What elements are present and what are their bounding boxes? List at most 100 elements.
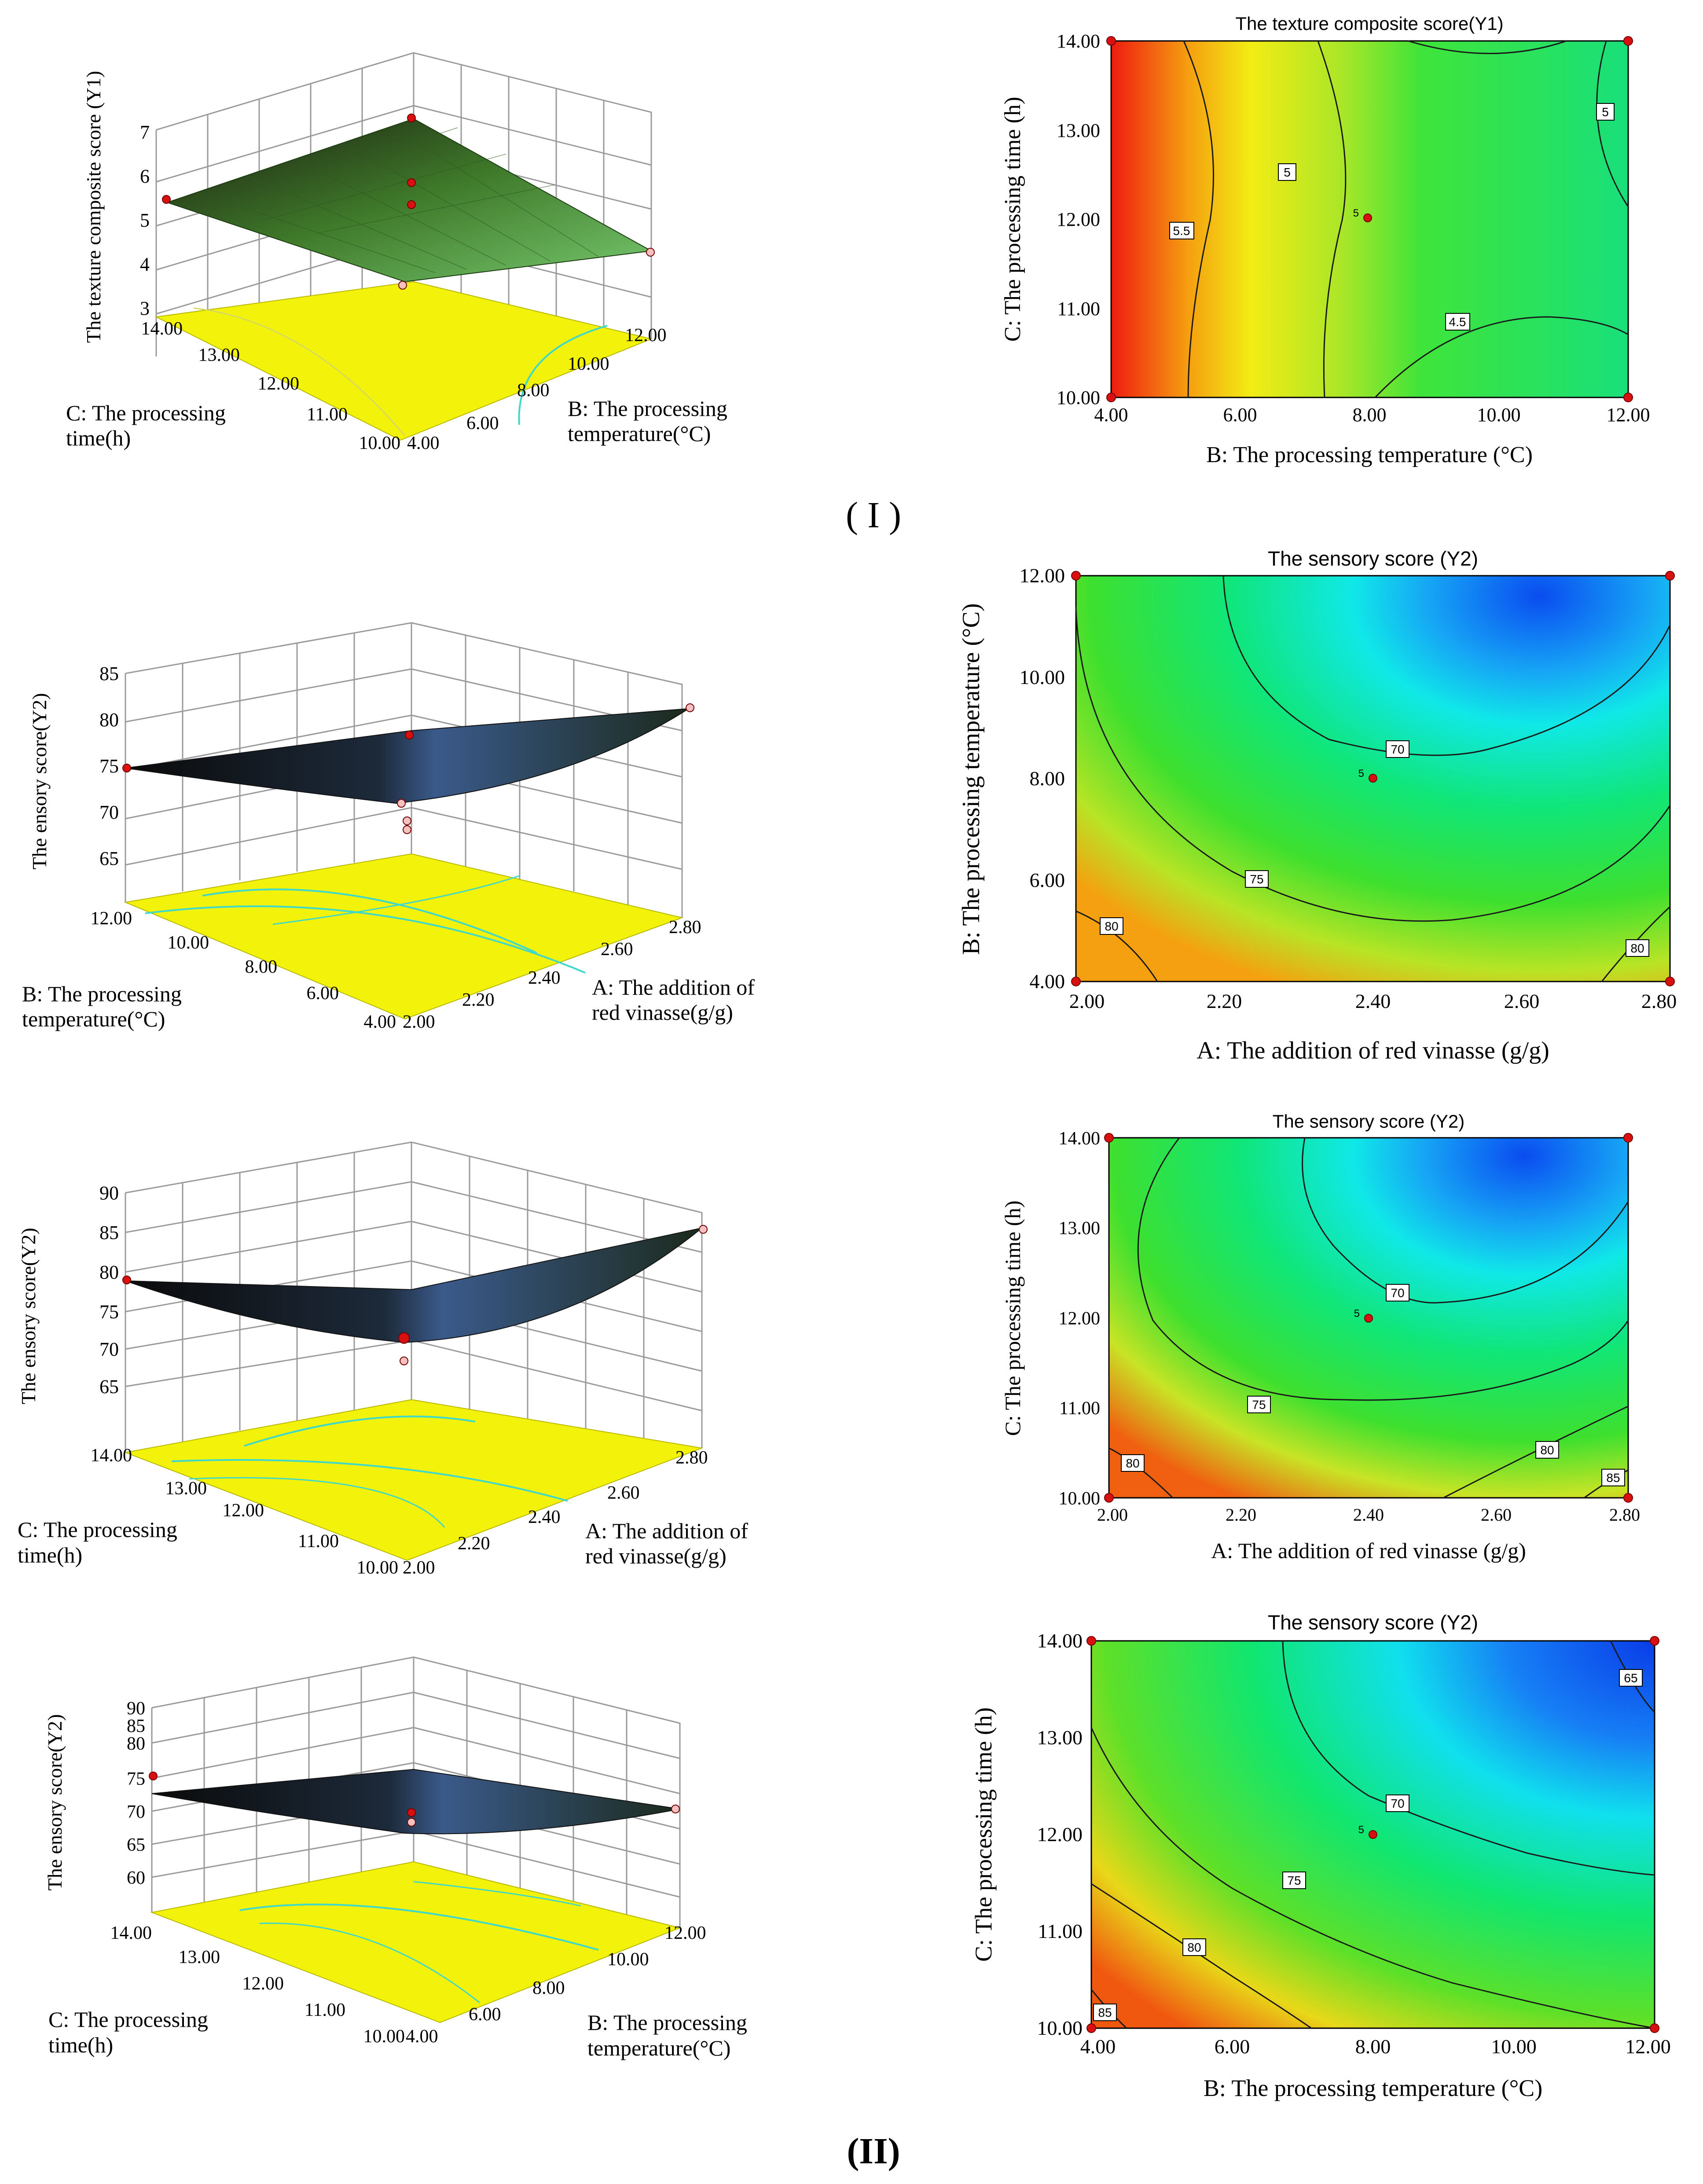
floor-contour-line: [259, 1923, 480, 2004]
y-ticks: 4.00 6.00 8.00 10.00 12.00: [1020, 564, 1065, 993]
z-tick: 65: [99, 1376, 119, 1397]
contour-label-boxes: [1121, 1284, 1625, 1486]
floor-contour-line: [189, 1477, 445, 1528]
left-axis-tick: 12.00: [258, 374, 300, 394]
left-axis-label: temperature(°C): [22, 1007, 165, 1031]
svg-text:12.00: 12.00: [1059, 1309, 1101, 1329]
right-axis-label: temperature(°C): [587, 2036, 730, 2060]
contour-label: 5.5: [1173, 224, 1190, 238]
z-tick: 65: [99, 848, 119, 869]
x-ticks: 4.00 6.00 8.00 10.00 12.00: [1080, 2035, 1671, 2058]
z-tick: 85: [99, 1222, 119, 1243]
y-axis-label: C: The processing time (h): [1000, 1200, 1025, 1436]
svg-text:2.60: 2.60: [1504, 990, 1540, 1012]
right-axis-tick: 2.60: [607, 1483, 640, 1503]
svg-text:10.00: 10.00: [1057, 387, 1100, 408]
design-points: [122, 1225, 708, 1365]
right-axis-tick: 2.80: [675, 1448, 708, 1468]
contour-plot-y2-bc: 65 70 75 80 85 5 The sensory score (Y2) …: [970, 1611, 1671, 2101]
surface-plot-y2-ab: 65 70 75 80 85 The ensory score(Y2) 12.0…: [22, 622, 755, 1032]
left-axis-tick: 11.00: [305, 2000, 345, 2020]
svg-text:2.80: 2.80: [1609, 1505, 1640, 1525]
left-axis-tick: 10.00: [363, 2026, 405, 2047]
left-axis-label: time(h): [66, 426, 131, 450]
left-axis-label: C: The processing: [66, 401, 226, 425]
contour-plot-y2-ac: 70 75 80 80 85 5 The sensory score (Y2) …: [1000, 1111, 1640, 1563]
contour-title: The sensory score (Y2): [1273, 1111, 1465, 1132]
left-axis-tick: 11.00: [307, 404, 348, 425]
x-axis-label: A: The addition of red vinasse (g/g): [1197, 1037, 1549, 1064]
svg-text:4.00: 4.00: [1094, 404, 1128, 426]
x-axis-label: A: The addition of red vinasse (g/g): [1211, 1538, 1526, 1563]
svg-text:4.00: 4.00: [1080, 2035, 1116, 2058]
center-point-label: 5: [1354, 1308, 1360, 1320]
design-point: [400, 1357, 408, 1365]
svg-text:14.00: 14.00: [1037, 1629, 1083, 1652]
design-point: [407, 1808, 416, 1817]
surface-floor: [124, 853, 684, 1020]
contour-plot-y2-ab: 70 75 80 80 5 The sensory score (Y2) 2.0…: [958, 547, 1677, 1064]
z-tick: 90: [127, 1699, 145, 1719]
svg-text:8.00: 8.00: [1030, 767, 1065, 790]
design-point: [162, 195, 171, 204]
contour-label: 80: [1540, 1443, 1554, 1457]
floor-contour-line: [193, 307, 406, 436]
section-label-II: (II): [847, 2131, 900, 2172]
right-axis-label: B: The processing: [587, 2010, 747, 2035]
z-axis-label: The ensory score(Y2): [17, 1228, 40, 1404]
contour-label: 70: [1391, 1286, 1404, 1300]
right-axis-tick: 2.60: [601, 939, 633, 960]
svg-text:13.00: 13.00: [1057, 120, 1100, 141]
contour-label: 5: [1602, 105, 1609, 119]
left-axis-label: C: The processing: [18, 1517, 177, 1542]
svg-text:12.00: 12.00: [1020, 564, 1065, 587]
z-axis-label: The ensory score(Y2): [44, 1714, 66, 1890]
center-point-label: 5: [1358, 1824, 1364, 1836]
left-axis-tick: 14.00: [141, 319, 183, 339]
design-point: [397, 799, 406, 808]
design-point: [407, 114, 416, 122]
svg-text:10.00: 10.00: [1020, 666, 1065, 688]
x-axis-label: B: The processing temperature (°C): [1204, 2075, 1542, 2101]
right-axis-tick: 2.20: [462, 990, 495, 1010]
surface-floor: [150, 1861, 682, 2023]
left-axis-tick: 14.00: [110, 1923, 152, 1943]
y-axis-label: C: The processing time (h): [970, 1707, 997, 1962]
right-axis-tick: 12.00: [664, 1923, 706, 1943]
surface-plot-y1: 3 4 5 6 7 The texture composite score (Y…: [66, 52, 727, 453]
contour-title: The texture composite score(Y1): [1235, 13, 1503, 34]
left-axis-tick: 11.00: [298, 1531, 339, 1552]
surface-plot-y2-ac: 65 70 75 80 85 90 The ensory score(Y2) 1…: [17, 1141, 748, 1578]
x-axis-label: B: The processing temperature (°C): [1206, 442, 1533, 467]
z-tick: 75: [99, 1301, 119, 1323]
design-point: [646, 248, 655, 257]
x-ticks: 2.00 2.20 2.40 2.60 2.80: [1097, 1505, 1640, 1525]
right-axis-label: red vinasse(g/g): [585, 1544, 727, 1568]
design-point: [686, 703, 694, 712]
z-tick: 5: [140, 210, 150, 231]
design-point: [407, 200, 416, 209]
left-axis-label: C: The processing: [48, 2007, 208, 2032]
design-points: [122, 703, 694, 834]
z-tick: 85: [127, 1716, 145, 1736]
surface-box-grid: [125, 1141, 703, 1452]
z-tick: 75: [127, 1769, 145, 1789]
design-point: [398, 281, 407, 290]
y-ticks: 10.00 11.00 12.00 13.00 14.00: [1057, 30, 1100, 408]
svg-text:14.00: 14.00: [1059, 1129, 1101, 1149]
center-point-label: 5: [1353, 207, 1359, 219]
center-point: [1369, 1830, 1377, 1839]
svg-text:14.00: 14.00: [1057, 30, 1100, 52]
z-tick: 80: [99, 1261, 119, 1283]
right-axis-tick: 4.00: [406, 2026, 438, 2047]
svg-text:11.00: 11.00: [1059, 1398, 1100, 1419]
contour-label: 80: [1630, 941, 1644, 955]
right-axis-tick: 10.00: [568, 354, 609, 374]
left-axis-tick: 12.00: [223, 1500, 264, 1521]
svg-text:12.00: 12.00: [1607, 404, 1650, 426]
svg-text:2.40: 2.40: [1353, 1505, 1384, 1525]
z-tick: 7: [140, 121, 150, 143]
corner-points: [1106, 36, 1633, 402]
floor-contour-line: [239, 1903, 599, 1951]
